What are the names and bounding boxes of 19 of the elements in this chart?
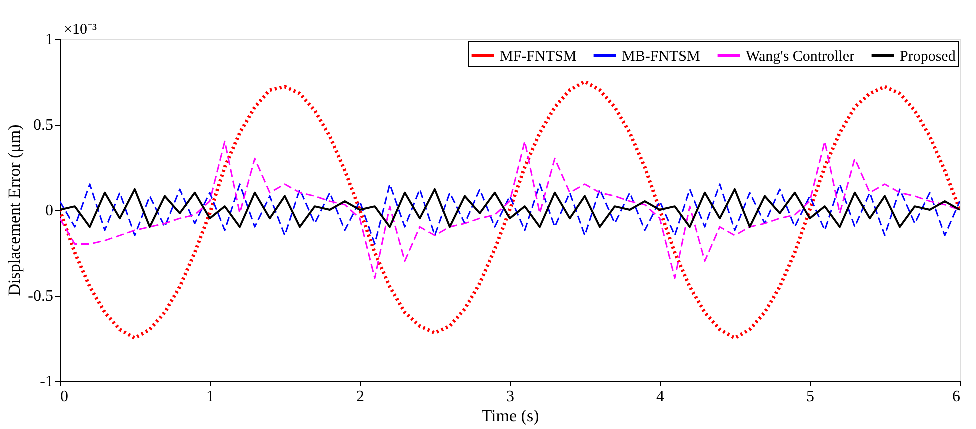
y-tick-label: -0.5 — [28, 288, 54, 305]
x-tick-label: 6 — [952, 388, 960, 406]
x-tick-label: 5 — [806, 388, 814, 406]
x-tick-label: 4 — [656, 388, 664, 406]
legend-label: Proposed — [900, 49, 956, 65]
x-tick-label: 1 — [206, 388, 214, 406]
y-tick-label: -1 — [40, 374, 54, 390]
x-axis-title: Time (s) — [482, 406, 540, 426]
x-tick-label: 2 — [356, 388, 364, 406]
y-tick-label: 0.5 — [34, 117, 54, 134]
legend-label: MF-FNTSM — [500, 49, 577, 65]
legend-label: Wang's Controller — [746, 49, 855, 65]
text: ×10⁻³ — [64, 22, 98, 38]
x-tick-label: 0 — [60, 388, 68, 406]
y-tick-label: 1 — [46, 32, 54, 48]
y-axis-title: Displacement Error (μm) — [5, 124, 24, 296]
legend-label: MB-FNTSM — [622, 49, 700, 65]
y-tick-label: 0 — [46, 202, 54, 220]
x-tick-label: 3 — [506, 388, 514, 406]
